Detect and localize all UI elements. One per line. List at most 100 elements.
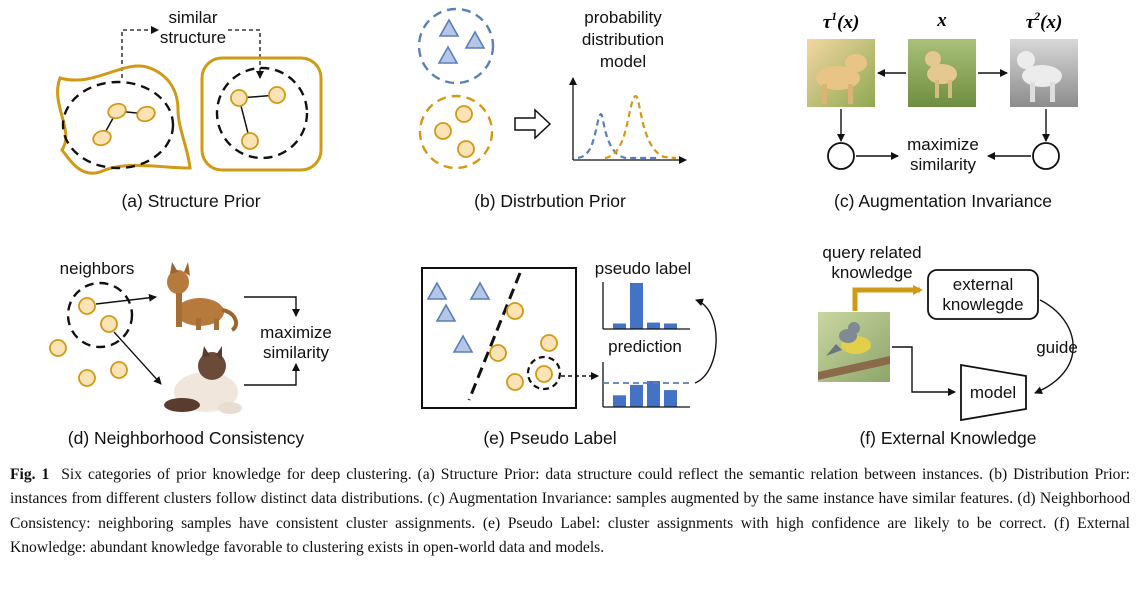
guide-label: guide <box>1036 338 1078 357</box>
pseudo-label-bar <box>630 283 643 329</box>
node <box>100 315 118 333</box>
node <box>49 339 67 357</box>
pseudo-label-title: pseudo label <box>595 259 691 278</box>
prediction-bar <box>613 395 626 407</box>
caption-e: (e) Pseudo Label <box>483 428 616 448</box>
feature-node-left <box>827 142 855 170</box>
node <box>455 105 473 123</box>
figure-number: Fig. 1 <box>10 466 50 483</box>
knowlegde-label: knowlegde <box>942 295 1023 314</box>
node <box>506 373 524 391</box>
caption-b: (b) Distrbution Prior <box>474 191 626 211</box>
node <box>110 361 128 379</box>
similarity-label-d: similarity <box>263 343 330 362</box>
caption-c: (c) Augmentation Invariance <box>834 191 1052 211</box>
similar-label: similar <box>168 8 217 27</box>
external-knowledge-box <box>927 269 1039 320</box>
blue-cluster-boundary <box>417 7 495 85</box>
model-label: model <box>970 383 1016 402</box>
arrow-to-cat1 <box>95 293 157 305</box>
guide-arrow <box>1034 299 1074 394</box>
triangle <box>435 303 457 322</box>
node <box>506 302 524 320</box>
similarity-arrow-bottom <box>244 363 300 386</box>
cat-image-persian <box>164 346 242 414</box>
dog-image-warm <box>807 39 875 107</box>
dog-image-grayscale <box>1010 39 1078 107</box>
rounded-square-shape <box>200 56 323 172</box>
triangle <box>464 30 486 49</box>
similar-arrow-right <box>228 29 264 79</box>
node <box>78 297 96 315</box>
pseudo-label-bars <box>613 283 677 329</box>
node <box>540 334 558 352</box>
feature-node-right <box>1032 142 1060 170</box>
query-related-label: query related <box>822 243 921 262</box>
neighbors-label: neighbors <box>60 259 135 278</box>
triangle <box>469 281 491 300</box>
blue-distribution-curve <box>577 113 660 160</box>
maximize-label-d: maximize <box>260 323 332 342</box>
triangle <box>438 18 460 37</box>
caption-d: (d) Neighborhood Consistency <box>68 428 305 448</box>
query-arrow <box>852 285 923 311</box>
maximize-label-c: maximize <box>907 135 979 154</box>
panel-distribution-prior: probability distribution model (b) Distr… <box>417 7 687 211</box>
feature-space-box <box>421 267 577 409</box>
x-label: x <box>936 10 947 31</box>
external-label: external <box>953 275 1013 294</box>
arrow-to-cat2 <box>113 331 162 385</box>
tau1-label: τ1(x) <box>823 9 860 33</box>
node <box>535 365 553 383</box>
figure-caption: Fig. 1 Six categories of prior knowledge… <box>10 463 1130 560</box>
model-label: model <box>600 52 646 71</box>
node <box>136 105 156 123</box>
structure-label: structure <box>160 28 226 47</box>
bird-image <box>818 312 890 382</box>
node <box>489 344 507 362</box>
selected-sample-boundary <box>526 355 562 391</box>
probability-label: probability <box>584 8 662 27</box>
similarity-label-c: similarity <box>910 155 977 174</box>
node <box>241 132 259 150</box>
panel-external-knowledge: query related knowledge external knowleg… <box>818 243 1078 448</box>
image-to-model-arrow <box>892 346 956 396</box>
panel-augmentation-invariance: τ1(x) x τ2(x) <box>807 9 1078 211</box>
neighborhood-boundary <box>66 281 134 349</box>
distribution-label: distribution <box>582 30 664 49</box>
similarity-arrow-top <box>244 296 300 317</box>
panel-neighborhood-consistency: neighbors maximize simil <box>49 259 332 448</box>
cat-image-abyssinian <box>167 262 239 332</box>
triangle <box>426 281 448 300</box>
hollow-arrow <box>514 108 552 140</box>
model-block <box>960 363 1027 422</box>
node <box>434 122 452 140</box>
prediction-bar <box>664 390 677 407</box>
pseudo-label-bar <box>613 323 626 329</box>
node <box>230 89 248 107</box>
prediction-title: prediction <box>608 337 682 356</box>
gold-cluster-boundary <box>418 94 494 170</box>
pseudo-label-bar <box>664 323 677 329</box>
node <box>268 86 286 104</box>
figure-canvas: similar structure (a) Structure Prior pr… <box>49 7 1078 448</box>
pseudo-label-bar <box>647 322 660 329</box>
caption-f: (f) External Knowledge <box>859 428 1036 448</box>
prediction-bars <box>613 381 677 407</box>
prediction-bar <box>647 381 660 407</box>
dashed-boundary-a1 <box>61 80 175 170</box>
node <box>78 369 96 387</box>
dashed-boundary-a2 <box>215 66 309 160</box>
node <box>92 129 112 147</box>
similar-arrow-left <box>121 26 159 78</box>
triangle <box>452 334 474 353</box>
decision-boundary <box>467 272 522 401</box>
panel-structure-prior: similar structure (a) Structure Prior <box>56 8 323 211</box>
gold-distribution-curve <box>604 94 677 160</box>
node <box>457 140 475 158</box>
caption-a: (a) Structure Prior <box>121 191 260 211</box>
knowledge-label: knowledge <box>831 263 912 282</box>
node <box>107 102 127 120</box>
feedback-arrow <box>694 298 717 384</box>
curved-manifold-shape <box>56 64 192 175</box>
